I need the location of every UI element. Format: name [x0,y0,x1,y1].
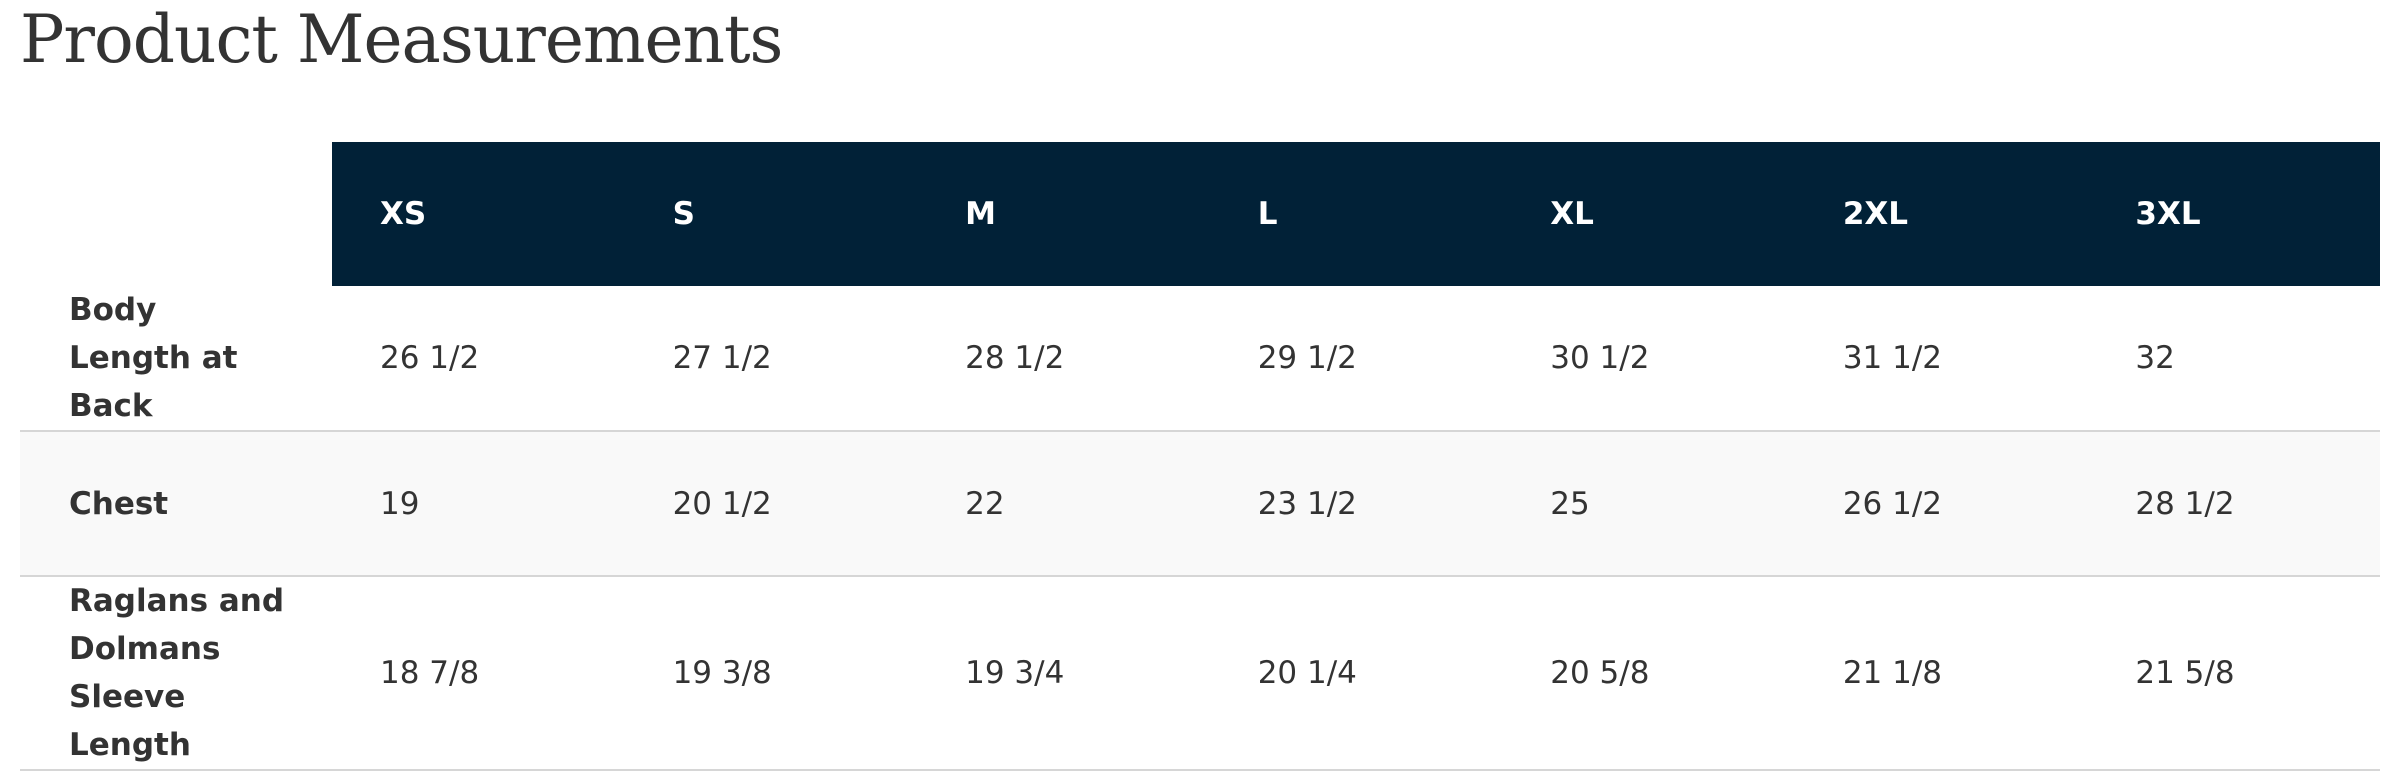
size-header: 2XL [1794,142,2088,286]
size-header: M [917,142,1210,286]
measurement-cell: 21 5/8 [2087,576,2380,771]
measurement-cell: 22 [917,431,1210,577]
size-header: XS [332,142,625,286]
measurement-row: Raglans and Dolmans Sleeve Length 18 7/8 1… [20,576,2380,771]
measurement-cell: 26 1/2 [332,286,625,432]
measurement-cell: 32 [2087,286,2380,432]
size-header: XL [1502,142,1795,286]
table-body: Body Length at Back 26 1/2 27 1/2 28 1/2 29 … [20,286,2380,771]
header-row: XS S M L XL 2XL 3XL [20,142,2380,286]
measurement-cell: 18 7/8 [332,576,625,771]
row-label: Chest [69,485,169,522]
row-label: Raglans and Dolmans Sleeve Length [69,583,285,763]
size-header: 3XL [2087,142,2380,286]
measurement-cell: 25 [1502,431,1795,577]
row-label-cell: Body Length at Back [20,286,332,432]
measurement-cell: 20 5/8 [1502,576,1795,771]
measurement-cell: 21 1/8 [1794,576,2088,771]
measurement-cell: 20 1/4 [1209,576,1503,771]
measurement-cell: 28 1/2 [917,286,1210,432]
size-header: S [624,142,918,286]
size-table: XS S M L XL 2XL 3XL Body Length at Back 26 1/2 2… [20,142,2380,771]
measurement-cell: 29 1/2 [1209,286,1503,432]
measurement-cell: 26 1/2 [1794,431,2088,577]
row-label-cell: Raglans and Dolmans Sleeve Length [20,576,332,771]
measurement-cell: 27 1/2 [624,286,918,432]
row-label-cell: Chest [20,431,332,577]
measurement-row: Body Length at Back 26 1/2 27 1/2 28 1/2 29 … [20,286,2380,432]
corner-cell [20,142,332,286]
measurement-cell: 30 1/2 [1502,286,1795,432]
measurement-cell: 31 1/2 [1794,286,2088,432]
row-label: Body Length at Back [69,292,238,424]
measurement-cell: 19 [332,431,625,577]
page-title: Product Measurements [20,1,783,78]
measurement-cell: 23 1/2 [1209,431,1503,577]
size-header: L [1209,142,1503,286]
measurement-row: Chest 19 20 1/2 22 23 1/2 25 26 1/2 28 1/2 [20,431,2380,577]
measurement-cell: 20 1/2 [624,431,918,577]
measurement-cell: 19 3/4 [917,576,1210,771]
measurement-cell: 19 3/8 [624,576,918,771]
measurement-cell: 28 1/2 [2087,431,2380,577]
